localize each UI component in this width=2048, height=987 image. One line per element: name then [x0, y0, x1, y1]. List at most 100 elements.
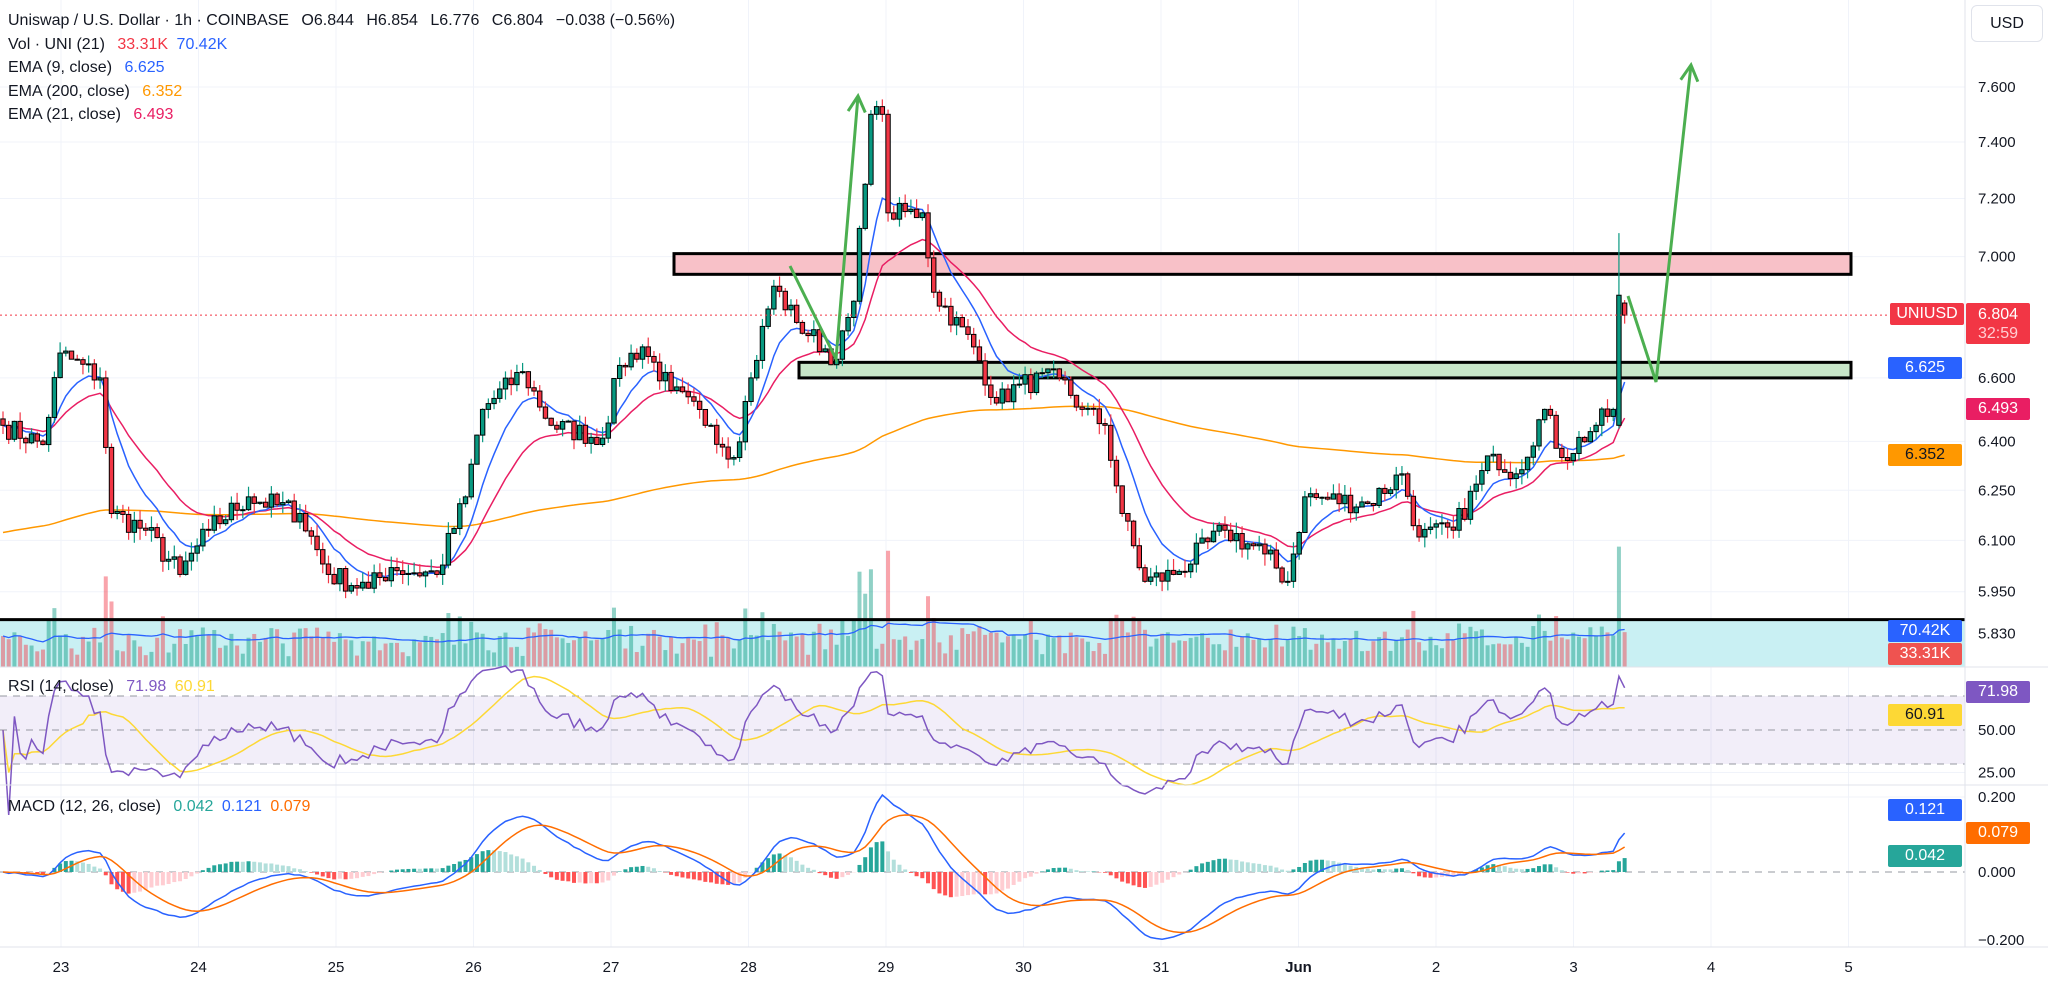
volume-bar: [98, 642, 103, 667]
histogram-bar: [1068, 868, 1073, 872]
volume-bar: [1320, 634, 1325, 667]
volume-bar: [1114, 614, 1119, 667]
histogram-bar: [1205, 861, 1210, 872]
candle: [1410, 489, 1417, 531]
legend-volume[interactable]: Vol · UNI (21) 33.31K 70.42K: [8, 36, 235, 54]
date-tick-label: 28: [740, 959, 757, 976]
candle-body: [879, 106, 886, 115]
histogram-bar: [1234, 859, 1239, 872]
candle: [639, 344, 646, 369]
volume-bar: [617, 629, 622, 667]
volume-bar: [840, 620, 845, 667]
candle: [1330, 484, 1337, 500]
symbol-title: Uniswap / U.S. Dollar · 1h · COINBASE: [8, 12, 289, 29]
candle-body: [514, 371, 520, 386]
candle: [919, 211, 926, 221]
histogram-bar: [92, 866, 97, 872]
candle-body: [34, 433, 40, 442]
volume-bar: [503, 632, 508, 667]
legend-rsi[interactable]: RSI (14, close) 71.98 60.91: [8, 678, 223, 696]
candle: [40, 439, 46, 446]
candle: [674, 379, 680, 395]
histogram-bar: [726, 872, 731, 885]
candle: [257, 501, 263, 505]
histogram-bar: [1405, 869, 1410, 872]
candle-body: [691, 396, 697, 402]
candle: [1039, 367, 1045, 378]
candle: [325, 555, 332, 584]
candle: [485, 398, 492, 419]
volume-bar: [937, 642, 942, 667]
volume-bar: [1439, 648, 1444, 667]
candle: [457, 498, 463, 536]
candle-body: [297, 512, 303, 523]
volume-bar: [6, 639, 11, 667]
candle-body: [0, 418, 6, 426]
symbol-tag: UNIUSD: [1890, 303, 1964, 325]
rsi-tick-label: 50.00: [1978, 722, 2016, 739]
volume-bar: [1063, 653, 1068, 667]
histogram-bar: [640, 865, 645, 872]
volume-bar: [577, 637, 582, 667]
volume-bar: [1599, 626, 1604, 667]
currency-button[interactable]: USD: [1971, 5, 2043, 42]
histogram-bar: [1051, 868, 1056, 872]
volume-bar: [1217, 644, 1222, 667]
candle: [851, 300, 857, 327]
candle-body: [1250, 543, 1257, 547]
candle-body: [331, 573, 337, 585]
candle: [1616, 233, 1622, 429]
legend-macd[interactable]: MACD (12, 26, close) 0.042 0.121 0.079: [8, 798, 318, 816]
candle: [1416, 518, 1422, 542]
histogram-bar: [326, 872, 331, 879]
candle: [240, 505, 246, 519]
volume-bar: [1491, 644, 1496, 667]
volume-bar: [948, 635, 953, 667]
volume-bar: [1262, 647, 1267, 667]
volume-bar: [1348, 638, 1353, 667]
volume-bar: [788, 632, 793, 667]
histogram-bar: [714, 872, 719, 884]
candle: [668, 364, 674, 394]
candle: [222, 515, 229, 526]
candle: [1490, 445, 1497, 463]
candle: [822, 344, 828, 353]
candle: [468, 458, 474, 500]
candle: [411, 562, 417, 576]
legend-ema9[interactable]: EMA (9, close) 6.625: [8, 59, 173, 77]
histogram-bar: [731, 872, 736, 885]
volume-bar: [1188, 637, 1193, 667]
volume-bar: [800, 634, 805, 667]
volume-bar: [149, 651, 154, 667]
price-tick-label: 7.600: [1978, 79, 2016, 96]
histogram-bar: [868, 847, 873, 872]
histogram-bar: [1611, 870, 1616, 872]
date-tick-label: 23: [53, 959, 70, 976]
volume-bar: [1457, 623, 1462, 667]
candle-body: [125, 513, 132, 533]
candle: [1376, 487, 1382, 509]
histogram-bar: [686, 872, 691, 879]
candle-body: [1056, 368, 1063, 379]
histogram-bar: [583, 872, 588, 884]
histogram-bar: [1228, 859, 1233, 872]
volume-bar: [189, 630, 194, 667]
candle: [188, 542, 195, 571]
volume-bar: [1445, 633, 1450, 667]
open-value: O6.844: [301, 12, 354, 29]
candle: [1479, 462, 1485, 492]
candle-body: [1307, 493, 1314, 498]
volume-bar: [1542, 630, 1547, 667]
histogram-bar: [452, 864, 457, 872]
candle-body: [668, 371, 674, 391]
legend-ema200[interactable]: EMA (200, close) 6.352: [8, 83, 190, 101]
legend-ema21[interactable]: EMA (21, close) 6.493: [8, 106, 181, 124]
candle: [274, 492, 280, 508]
candle-body: [474, 434, 480, 465]
histogram-bar: [526, 862, 531, 872]
candle: [1467, 485, 1474, 525]
candle: [308, 526, 315, 545]
candle: [1530, 441, 1536, 466]
volume-bar: [1405, 629, 1410, 667]
